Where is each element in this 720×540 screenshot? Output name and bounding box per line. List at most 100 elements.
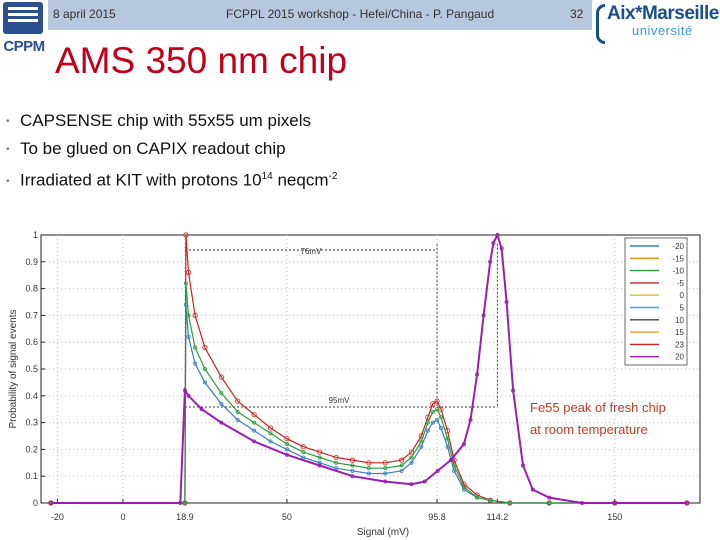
data-point-23	[185, 269, 192, 276]
data-point--10	[235, 409, 240, 414]
data-point-23	[218, 374, 224, 380]
data-point--20	[193, 361, 198, 366]
data-point-23	[192, 312, 198, 319]
data-point-20	[186, 393, 191, 398]
data-point-20	[435, 468, 440, 473]
data-point--10	[507, 500, 512, 505]
x-tick-label: 114.2	[486, 512, 508, 522]
y-tick-label: 0.5	[25, 364, 38, 374]
data-point-23	[183, 232, 189, 238]
x-tick-label: 18.9	[176, 512, 194, 522]
data-point-20	[495, 232, 500, 237]
data-point--20	[268, 439, 273, 444]
span-95mv-label: 95mV	[329, 396, 351, 405]
data-point--10	[399, 463, 404, 468]
bullet-item: • CAPSENSE chip with 55x55 um pixels	[6, 107, 337, 135]
y-tick-label: 0.4	[25, 391, 38, 401]
x-tick-label: 150	[607, 512, 622, 522]
data-point--20	[350, 468, 355, 473]
bullet-dot-icon: •	[6, 116, 10, 127]
y-tick-label: 0	[33, 498, 38, 508]
bullet-dot-icon: •	[6, 144, 10, 155]
data-point-20	[219, 420, 224, 425]
data-point--10	[547, 500, 552, 505]
data-point--20	[284, 447, 289, 452]
data-point--20	[409, 460, 414, 465]
y-tick-label: 0.9	[25, 257, 38, 267]
y-tick-label: 0.3	[25, 418, 38, 428]
data-point--20	[461, 487, 466, 492]
data-point--20	[334, 466, 339, 471]
legend-label: 15	[675, 328, 684, 337]
data-point-23	[317, 449, 323, 455]
data-point-23	[300, 444, 306, 450]
data-point-23	[399, 457, 405, 463]
data-point--10	[435, 407, 440, 412]
data-point-23	[202, 344, 208, 351]
data-point--10	[186, 313, 191, 318]
data-point--20	[235, 417, 240, 422]
cppm-emblem-icon	[3, 2, 43, 34]
bullet-dot-icon: •	[6, 175, 10, 187]
data-point--20	[419, 444, 424, 449]
legend-label: 20	[675, 353, 684, 362]
legend-label: -10	[672, 267, 684, 276]
data-point-20	[252, 439, 257, 444]
data-point--20	[219, 401, 224, 406]
header-date: 8 april 2015	[53, 7, 116, 21]
data-point-23	[267, 425, 274, 431]
data-point-20	[530, 487, 535, 492]
data-point--10	[252, 420, 257, 425]
data-point--20	[301, 455, 306, 460]
y-tick-label: 0.1	[25, 471, 38, 481]
data-point--10	[202, 366, 207, 371]
data-point-20	[488, 259, 493, 264]
cppm-logo-text: CPPM	[3, 38, 45, 55]
data-point-23	[349, 457, 356, 463]
series-line-23	[50, 234, 687, 504]
data-point-20	[461, 442, 466, 447]
data-point--10	[366, 466, 371, 471]
data-point-20	[579, 500, 584, 505]
data-point-23	[251, 411, 257, 418]
y-tick-label: 0.6	[25, 337, 38, 347]
y-tick-label: 0.2	[25, 444, 38, 454]
x-tick-label: 0	[120, 512, 125, 522]
series-line--20	[50, 304, 687, 504]
data-point--10	[419, 439, 424, 444]
data-point--20	[317, 460, 322, 465]
data-point--10	[301, 450, 306, 455]
data-point-23	[366, 460, 372, 466]
series-line-20	[50, 232, 687, 504]
data-point--20	[452, 468, 457, 473]
data-point--20	[438, 425, 443, 430]
data-point--20	[383, 471, 388, 476]
data-point--10	[445, 436, 450, 441]
data-point-20	[468, 417, 473, 422]
callout-line-2: at room temperature	[530, 422, 648, 437]
data-point-20	[178, 500, 183, 505]
data-point--10	[219, 391, 224, 396]
data-point-20	[491, 241, 496, 246]
slide-title: AMS 350 nm chip	[55, 40, 348, 81]
data-point-20	[684, 500, 689, 505]
data-point--10	[461, 484, 466, 489]
data-point-20	[48, 500, 53, 505]
data-point-23	[408, 449, 415, 455]
callout-line-1: Fe55 peak of fresh chip	[530, 400, 666, 415]
data-point--20	[252, 428, 257, 433]
data-point-23	[430, 401, 436, 407]
data-point-20	[317, 463, 322, 468]
y-axis-label: Probability of signal events	[8, 310, 19, 429]
data-point-20	[448, 458, 453, 463]
data-point--20	[425, 428, 430, 433]
data-point-20	[199, 407, 204, 412]
data-point--10	[452, 463, 457, 468]
amu-logo-sub: université	[632, 23, 693, 38]
legend-label: -15	[672, 254, 684, 263]
data-point--10	[317, 455, 322, 460]
data-point--20	[435, 417, 440, 422]
data-point--10	[488, 498, 493, 503]
data-point--10	[430, 409, 435, 414]
x-tick-label: -20	[51, 512, 64, 522]
